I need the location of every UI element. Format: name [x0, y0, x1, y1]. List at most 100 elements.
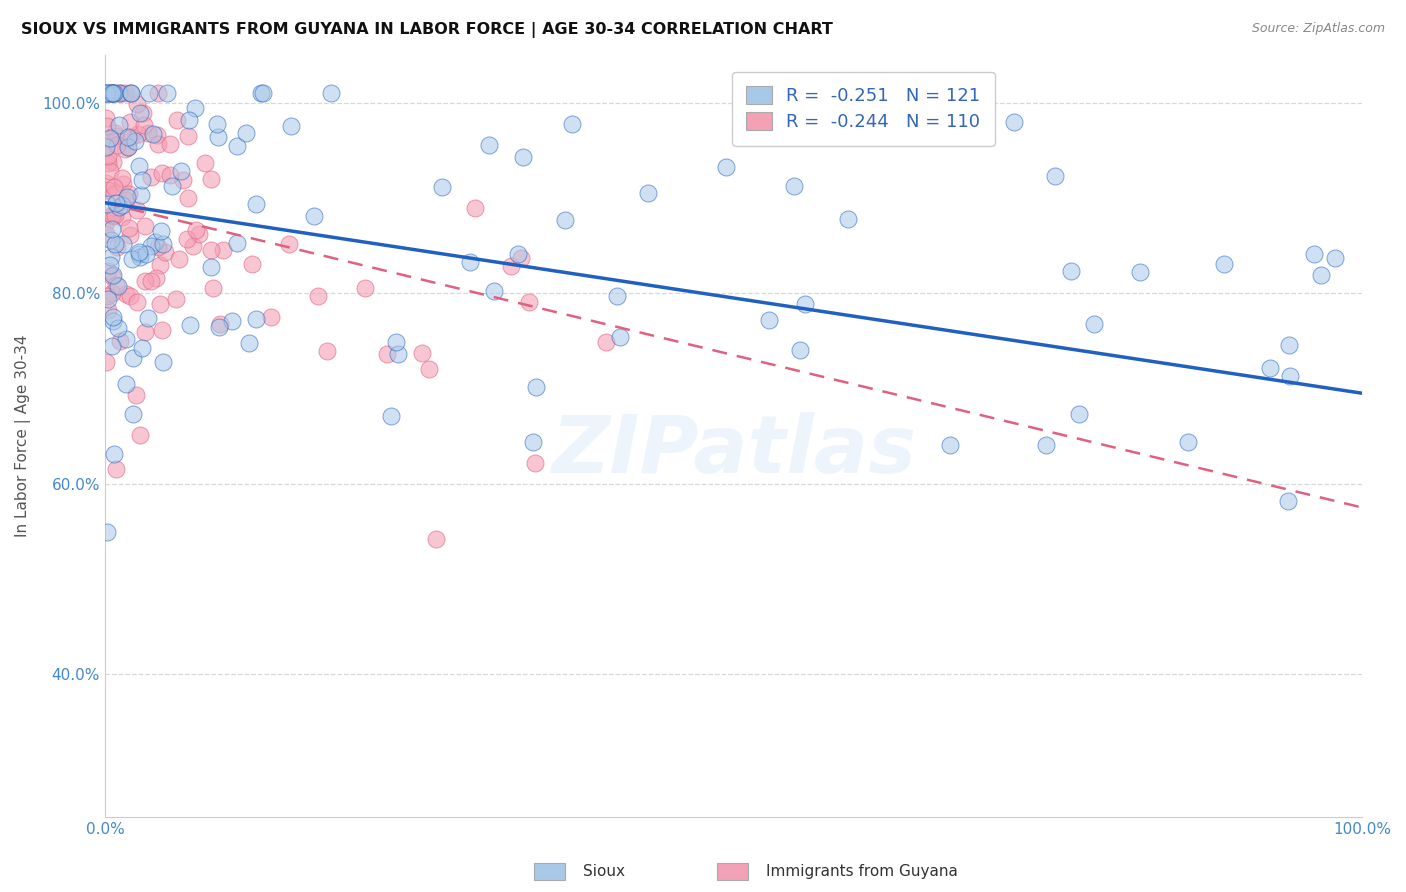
- Point: [177, 128, 200, 143]
- Point: [96, 87, 118, 101]
- Point: [208, 317, 231, 331]
- Point: [221, 314, 243, 328]
- Point: [108, 87, 131, 101]
- Point: [100, 87, 122, 101]
- Point: [554, 212, 576, 227]
- Point: [225, 139, 247, 153]
- Point: [179, 318, 201, 333]
- Point: [194, 156, 217, 170]
- Point: [609, 330, 631, 344]
- Point: [716, 161, 738, 175]
- Point: [120, 87, 142, 101]
- Point: [181, 239, 204, 253]
- Point: [101, 87, 124, 101]
- Point: [139, 169, 162, 184]
- Point: [128, 250, 150, 264]
- Point: [517, 295, 540, 310]
- Point: [501, 259, 523, 273]
- Point: [208, 320, 231, 334]
- Point: [245, 311, 267, 326]
- Point: [176, 232, 198, 246]
- Point: [104, 237, 127, 252]
- Point: [1067, 407, 1090, 421]
- Point: [162, 179, 184, 194]
- Point: [96, 111, 118, 125]
- Point: [238, 335, 260, 350]
- Point: [169, 252, 191, 266]
- Point: [98, 131, 121, 145]
- Point: [482, 285, 505, 299]
- Point: [153, 244, 176, 259]
- Point: [96, 215, 118, 229]
- Point: [127, 127, 149, 141]
- Text: SIOUX VS IMMIGRANTS FROM GUYANA IN LABOR FORCE | AGE 30-34 CORRELATION CHART: SIOUX VS IMMIGRANTS FROM GUYANA IN LABOR…: [21, 22, 832, 38]
- Point: [129, 428, 152, 442]
- Point: [235, 126, 257, 140]
- Point: [226, 236, 249, 251]
- Point: [96, 140, 118, 154]
- Point: [138, 87, 160, 101]
- Point: [120, 289, 142, 303]
- Point: [758, 313, 780, 327]
- Point: [252, 87, 274, 101]
- Point: [128, 246, 150, 260]
- Point: [595, 335, 617, 350]
- Point: [104, 208, 127, 222]
- Point: [165, 292, 187, 306]
- Point: [789, 343, 811, 358]
- Point: [124, 134, 146, 148]
- Point: [1278, 368, 1301, 383]
- Point: [245, 197, 267, 211]
- Point: [353, 281, 375, 295]
- Point: [128, 245, 150, 260]
- Point: [166, 113, 188, 128]
- Point: [100, 250, 122, 264]
- Point: [96, 289, 118, 303]
- Point: [418, 362, 440, 376]
- Point: [152, 236, 174, 251]
- Point: [120, 87, 142, 101]
- Point: [98, 258, 121, 272]
- Point: [150, 322, 173, 336]
- Point: [131, 173, 153, 187]
- Point: [108, 118, 131, 132]
- Point: [308, 289, 330, 303]
- Point: [105, 137, 128, 152]
- Point: [101, 155, 124, 169]
- Point: [458, 255, 481, 269]
- Point: [188, 227, 211, 241]
- Point: [150, 224, 173, 238]
- Point: [103, 268, 125, 282]
- Point: [134, 325, 156, 339]
- Point: [96, 149, 118, 163]
- Point: [1258, 360, 1281, 375]
- Point: [131, 342, 153, 356]
- Point: [103, 186, 125, 201]
- Point: [101, 87, 124, 101]
- Point: [96, 292, 118, 306]
- Point: [1060, 264, 1083, 278]
- Point: [101, 87, 124, 101]
- Point: [148, 136, 170, 151]
- Point: [837, 212, 859, 227]
- Point: [939, 438, 962, 452]
- Point: [136, 126, 159, 140]
- Point: [387, 347, 409, 361]
- Point: [280, 119, 302, 133]
- Point: [319, 87, 342, 101]
- Point: [104, 126, 127, 140]
- Point: [117, 140, 139, 154]
- Point: [97, 155, 120, 169]
- Point: [177, 113, 200, 128]
- Point: [111, 177, 134, 191]
- Point: [134, 274, 156, 288]
- Point: [96, 87, 118, 101]
- Y-axis label: In Labor Force | Age 30-34: In Labor Force | Age 30-34: [15, 334, 31, 537]
- Point: [430, 180, 453, 194]
- Point: [103, 180, 125, 194]
- Point: [464, 201, 486, 215]
- Point: [127, 295, 149, 310]
- Point: [122, 407, 145, 421]
- Point: [125, 96, 148, 111]
- Point: [200, 260, 222, 274]
